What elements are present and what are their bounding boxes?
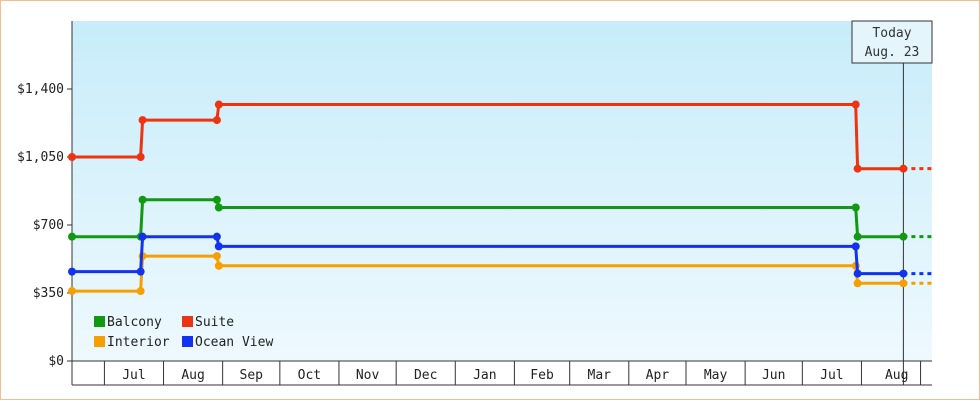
legend-swatch xyxy=(182,316,193,327)
data-point xyxy=(136,153,145,161)
today-date-label: Aug. 23 xyxy=(865,45,920,60)
x-tick-label: Dec xyxy=(414,368,437,383)
data-point xyxy=(136,267,145,276)
data-point xyxy=(138,232,147,241)
data-point xyxy=(212,232,221,241)
data-point xyxy=(214,242,223,251)
legend-swatch xyxy=(182,336,193,347)
x-tick-label: Feb xyxy=(530,368,554,383)
data-point xyxy=(136,287,145,296)
x-tick-label: Aug xyxy=(885,368,908,383)
legend-label: Suite xyxy=(195,315,234,330)
x-tick-label: Nov xyxy=(356,368,380,383)
x-tick-label: May xyxy=(704,368,728,383)
legend-label: Balcony xyxy=(107,315,162,330)
data-point xyxy=(68,287,76,296)
plot-background xyxy=(72,21,932,361)
data-point xyxy=(851,242,860,251)
data-point xyxy=(899,269,908,278)
x-tick-label: Jun xyxy=(762,368,785,383)
data-point xyxy=(851,203,860,212)
data-point xyxy=(214,203,223,212)
data-point xyxy=(899,232,908,241)
x-tick-label: Jan xyxy=(473,368,496,383)
x-tick-label: Jul xyxy=(122,368,145,383)
x-tick-label: Sep xyxy=(240,368,264,383)
data-point xyxy=(853,279,862,288)
legend-label: Interior xyxy=(107,335,170,350)
x-tick-label: Apr xyxy=(646,368,670,383)
data-point xyxy=(212,116,221,125)
data-point xyxy=(853,269,862,278)
today-label: Today xyxy=(872,26,911,41)
series-line xyxy=(72,103,904,171)
data-point xyxy=(899,164,908,173)
data-point xyxy=(212,252,221,261)
data-point xyxy=(68,153,76,161)
legend-label: Ocean View xyxy=(195,335,273,350)
data-point xyxy=(68,267,76,276)
series-line xyxy=(72,235,904,276)
data-point xyxy=(853,164,862,173)
data-point xyxy=(851,100,860,109)
legend-swatch xyxy=(94,336,105,347)
data-point xyxy=(212,195,221,204)
legend-swatch xyxy=(94,316,105,327)
data-point xyxy=(214,261,223,270)
x-tick-label: Aug xyxy=(181,368,204,383)
today-box xyxy=(851,20,933,64)
data-point xyxy=(214,100,223,109)
y-tick-label: $1,400 xyxy=(17,82,64,97)
y-tick-label: $0 xyxy=(48,354,64,369)
data-point xyxy=(68,232,76,241)
data-point xyxy=(853,232,862,241)
data-point xyxy=(899,279,908,288)
y-tick-label: $350 xyxy=(33,286,64,301)
x-tick-label: Mar xyxy=(588,368,612,383)
x-tick-label: Oct xyxy=(298,368,321,383)
x-tick-label: Jul xyxy=(820,368,843,383)
data-point xyxy=(138,195,147,204)
data-point xyxy=(138,116,147,125)
y-tick-label: $700 xyxy=(33,218,64,233)
y-tick-label: $1,050 xyxy=(17,150,64,165)
